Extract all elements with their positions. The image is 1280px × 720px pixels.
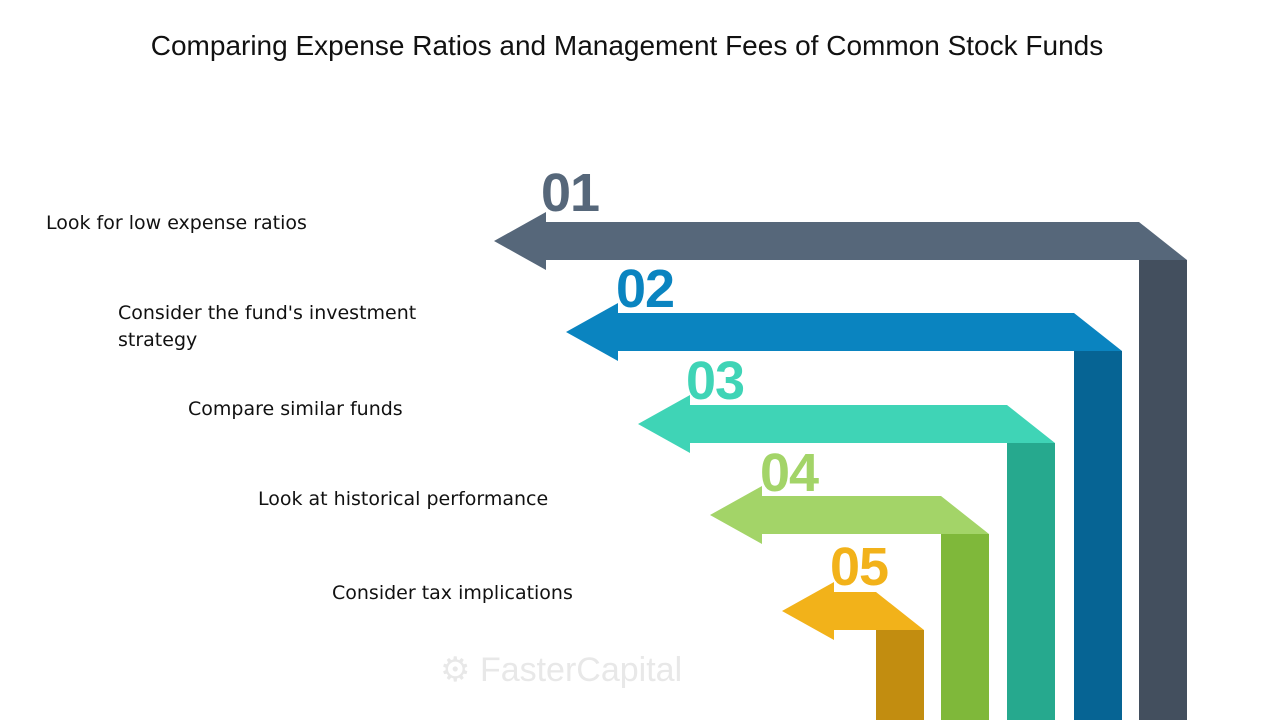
step-label-5: Consider tax implications — [332, 582, 573, 604]
step-number-1: 01 — [541, 163, 600, 223]
step-label-1: Look for low expense ratios — [46, 212, 307, 234]
arrow-3-head — [638, 395, 1055, 453]
arrow-5-head — [782, 582, 924, 640]
step-number-4: 04 — [760, 443, 819, 503]
arrow-4-head — [710, 486, 989, 544]
arrow-1-vertical — [1139, 260, 1187, 720]
arrow-2-vertical — [1074, 351, 1122, 720]
step-number-5: 05 — [830, 537, 889, 597]
step-label-3: Compare similar funds — [188, 398, 403, 420]
arrow-4-vertical — [941, 534, 989, 720]
page-title: Comparing Expense Ratios and Management … — [150, 30, 1104, 61]
step-label-2: Consider the fund's investment strategy — [118, 302, 417, 351]
arrow-1-head — [494, 212, 1187, 270]
arrow-2-head — [566, 303, 1122, 361]
step-number-3: 03 — [686, 351, 745, 411]
step-label-4: Look at historical performance — [258, 488, 549, 510]
watermark-logo: ⚙ FasterCapital — [440, 650, 682, 690]
gear-icon: ⚙ — [440, 651, 471, 689]
arrow-5-vertical — [876, 630, 924, 720]
arrow-3-vertical — [1007, 443, 1055, 720]
watermark-text: FasterCapital — [479, 651, 683, 689]
step-number-2: 02 — [616, 259, 675, 319]
